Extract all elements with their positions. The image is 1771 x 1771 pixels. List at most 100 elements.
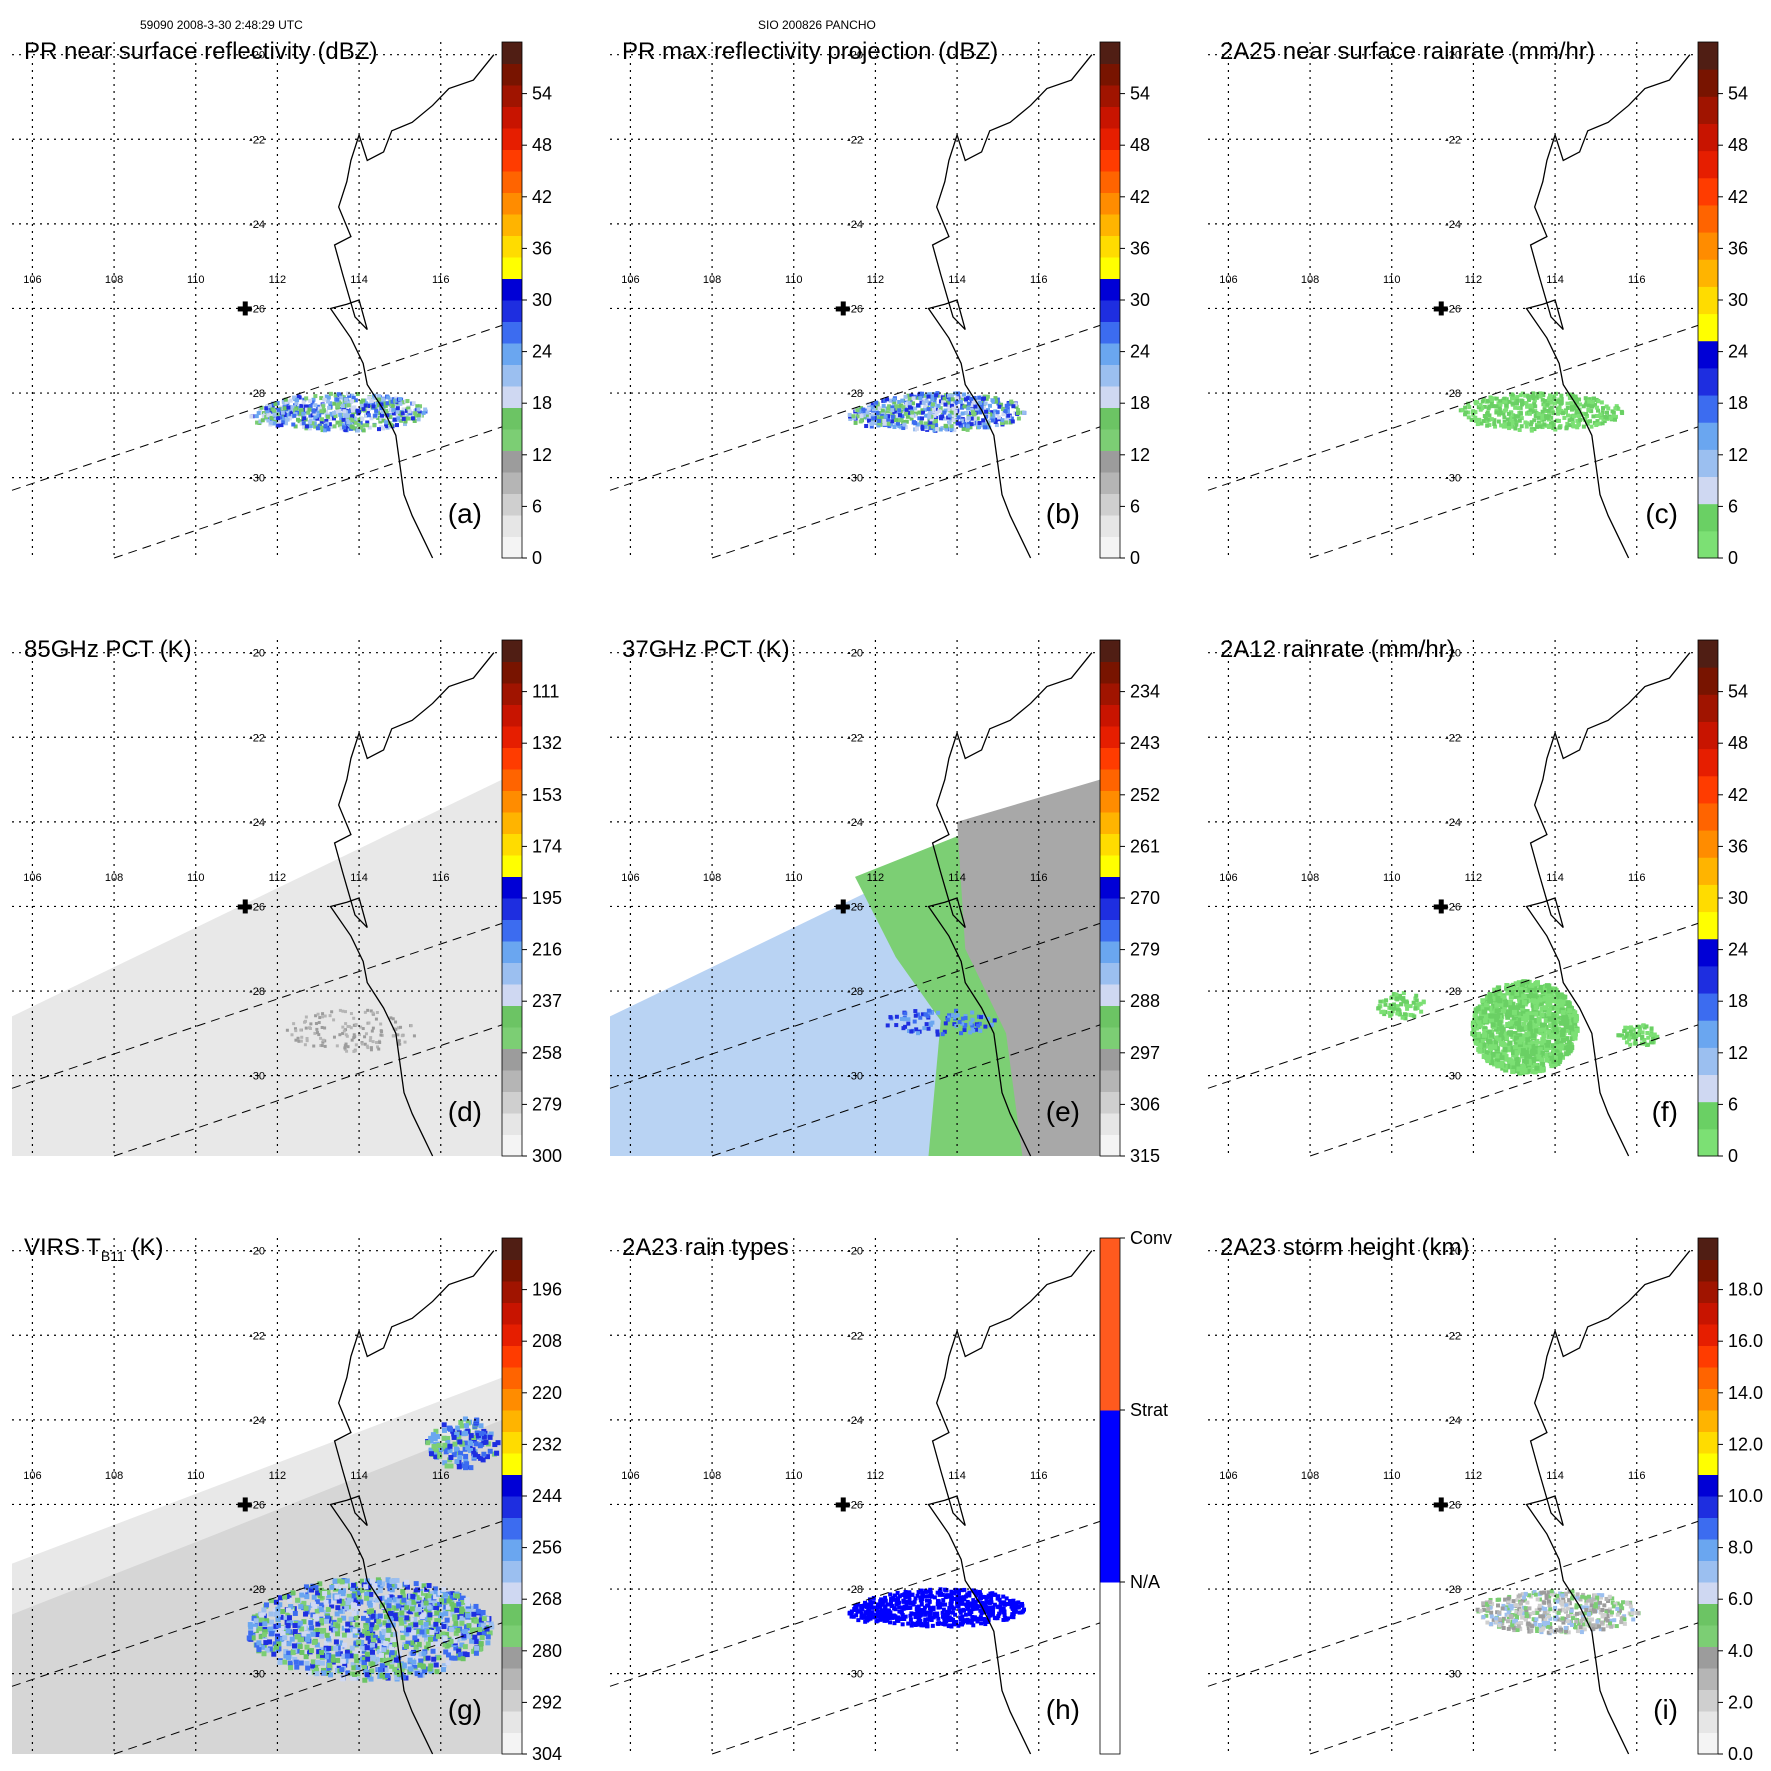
data-cell	[335, 1645, 341, 1651]
data-cell	[954, 405, 959, 410]
data-cell	[368, 1676, 374, 1682]
data-cell	[1520, 1010, 1526, 1016]
data-cell	[316, 409, 321, 414]
data-cell	[411, 1629, 417, 1635]
data-cell	[1552, 396, 1557, 401]
data-cell	[345, 1049, 349, 1053]
data-cell	[987, 403, 992, 408]
data-cell	[1547, 1044, 1553, 1050]
data-cell	[885, 1023, 890, 1028]
data-cell	[956, 391, 961, 396]
data-cell	[1513, 981, 1519, 987]
data-cell	[1394, 996, 1399, 1001]
data-cell	[1478, 402, 1483, 407]
lon-label: 116	[1628, 872, 1646, 884]
data-cell	[1554, 1044, 1560, 1050]
data-cell	[415, 1587, 421, 1593]
data-cell	[327, 416, 332, 421]
data-cell	[1484, 994, 1490, 1000]
data-cell	[1482, 404, 1487, 409]
data-cell	[1540, 397, 1545, 402]
data-cell	[1471, 1032, 1477, 1038]
data-cell	[994, 412, 999, 417]
colorbar-tick: 54	[532, 84, 552, 104]
data-cell	[1630, 1032, 1635, 1037]
data-cell	[1487, 994, 1493, 1000]
data-cell	[1009, 416, 1014, 421]
data-cell	[432, 1636, 438, 1642]
data-cell	[960, 1021, 965, 1026]
data-cell	[322, 1591, 328, 1597]
data-cell	[1504, 983, 1510, 989]
data-cell	[1544, 414, 1549, 419]
data-cell	[324, 426, 329, 431]
data-cell	[1562, 415, 1567, 420]
panel-label: (f)	[1651, 1096, 1678, 1127]
colorbar-swatch	[502, 364, 522, 387]
data-cell	[865, 412, 870, 417]
swath-edge-north	[11, 324, 503, 491]
data-cell	[1526, 1044, 1532, 1050]
data-cell	[951, 413, 956, 418]
data-cell	[432, 1586, 438, 1592]
data-cell	[369, 416, 374, 421]
data-cell	[916, 1031, 921, 1036]
colorbar-swatch	[502, 300, 522, 322]
data-cell	[1587, 399, 1592, 404]
swath-edge-south	[1309, 1024, 1699, 1157]
colorbar-swatch	[502, 984, 522, 1006]
lat-label: -24	[1445, 219, 1461, 231]
data-cell	[942, 396, 947, 401]
data-cell	[351, 395, 356, 400]
data-cell	[358, 420, 363, 425]
data-cell	[310, 421, 315, 426]
data-cell	[396, 1598, 402, 1604]
panel-label: (e)	[1045, 1096, 1080, 1127]
data-cell	[904, 419, 909, 424]
data-cell	[429, 1624, 435, 1630]
data-cell	[401, 400, 406, 405]
colorbar-swatch	[502, 919, 522, 942]
data-cell	[1523, 987, 1529, 993]
data-cell	[349, 1026, 353, 1030]
colorbar-swatch	[502, 1259, 522, 1282]
data-cell	[1501, 424, 1506, 429]
colorbar-swatch	[1698, 150, 1718, 179]
data-cell	[1481, 1042, 1487, 1048]
data-cell	[884, 417, 889, 422]
data-cell	[1532, 1063, 1538, 1069]
colorbar-tick: 279	[1130, 940, 1160, 960]
data-cell	[365, 420, 370, 425]
data-cell	[943, 408, 948, 413]
colorbar-tick: 24	[1728, 342, 1748, 362]
data-cell	[1505, 1063, 1511, 1069]
data-cell	[411, 401, 416, 406]
lat-label: -30	[249, 1071, 265, 1083]
data-cell	[494, 1450, 500, 1456]
data-cell	[369, 1642, 375, 1648]
data-cell	[1569, 1036, 1575, 1042]
data-cell	[284, 399, 289, 404]
colorbar-tick: 48	[1130, 135, 1150, 155]
data-cell	[413, 411, 418, 416]
colorbar-swatch	[1698, 286, 1718, 315]
data-cell	[1565, 401, 1570, 406]
data-cell	[460, 1595, 466, 1601]
data-cell	[447, 1425, 453, 1431]
data-cell	[903, 394, 908, 399]
data-cell	[335, 1044, 339, 1048]
colorbar-tick: 315	[1130, 1146, 1160, 1166]
data-cell	[312, 421, 317, 426]
data-cell	[906, 1028, 911, 1033]
data-cell	[311, 1594, 317, 1600]
data-cell	[963, 1016, 968, 1021]
data-cell	[396, 1671, 402, 1677]
data-cell	[397, 1662, 403, 1668]
data-cell	[1399, 1002, 1404, 1007]
data-cell	[1595, 419, 1600, 424]
coastline	[927, 54, 1093, 559]
data-cell	[384, 1599, 390, 1605]
data-cell	[354, 1043, 358, 1047]
data-cell	[483, 1635, 489, 1641]
colorbar-swatch	[1100, 450, 1120, 473]
